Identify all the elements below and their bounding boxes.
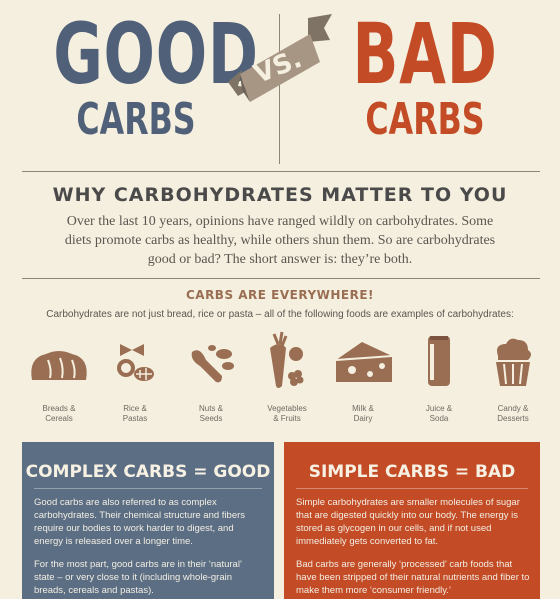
card-divider [34,488,262,489]
food-item-breads: Breads & Cereals [24,330,94,423]
food-label-line1: Nuts & [198,404,223,413]
simple-carbs-paragraph-2: Bad carbs are generally ‘processed’ carb… [296,559,530,596]
good-word: GOOD [53,5,259,103]
header-divider [279,14,280,164]
bad-carbs-word: CARBS [365,94,485,145]
cupcake-icon [496,338,531,386]
food-label-line2: Desserts [497,414,529,423]
complex-carbs-paragraph-2: For the most part, good carbs are in the… [34,559,242,596]
complex-carbs-card: COMPLEX CARBS = GOOD Good carbs are also… [22,442,274,599]
bad-carbs-heading: BAD CARBS [352,12,497,144]
food-item-candy: Candy & Desserts [478,330,548,423]
food-label-line2: Soda [429,414,449,423]
food-item-nuts: Nuts & Seeds [176,330,246,423]
vegetables-icon [270,331,304,388]
bread-icon [31,351,87,380]
can-icon [428,336,450,386]
simple-carbs-title: SIMPLE CARBS = BAD [308,462,516,482]
why-title: WHY CARBOHYDRATES MATTER TO YOU [52,184,508,206]
food-label-line2: Seeds [199,414,223,423]
food-label-line1: Milk & [352,404,374,413]
food-label-line1: Rice & [123,404,147,413]
food-label-line1: Juice & [425,404,453,413]
nuts-icon [191,345,234,383]
everywhere-title: CARBS ARE EVERYWHERE! [185,288,375,302]
simple-carbs-paragraph-1: Simple carbohydrates are smaller molecul… [296,497,520,547]
simple-carbs-card: SIMPLE CARBS = BAD Simple carbohydrates … [284,442,540,599]
food-label-line2: Dairy [353,414,373,423]
food-label-line1: Breads & [42,404,76,413]
good-carbs-word: CARBS [76,94,196,145]
everywhere-text: Carbohydrates are not just bread, rice o… [46,309,514,320]
food-label-line2: & Fruits [273,414,301,423]
complex-carbs-title: COMPLEX CARBS = GOOD [25,462,271,482]
header: GOOD CARBS VS. BAD CARBS [0,0,560,172]
food-item-milk: Milk & Dairy [328,330,398,423]
food-label-line2: Pastas [122,414,148,423]
food-label-line1: Vegetables [267,404,307,413]
bad-word: BAD [352,5,498,103]
food-label-line1: Candy & [497,404,529,413]
food-item-juice: Juice & Soda [404,330,474,423]
cheese-icon [335,342,393,382]
vs-ribbon-icon [228,14,332,102]
food-item-rice: Rice & Pastas [100,330,170,423]
divider-top [22,171,540,172]
divider-middle [22,278,540,279]
food-icons-row: Breads & Cereals Rice & Pastas Nuts & Seeds… [22,330,540,430]
food-label-line2: Cereals [45,414,73,423]
good-carbs-heading: GOOD CARBS [53,12,258,144]
food-item-vegetables: Vegetables & Fruits [252,330,322,423]
card-divider [296,488,528,489]
complex-carbs-paragraph-1: Good carbs are also referred to as compl… [34,497,246,547]
why-text: Over the last 10 years, opinions have ra… [64,214,496,267]
pasta-icon [117,344,154,381]
